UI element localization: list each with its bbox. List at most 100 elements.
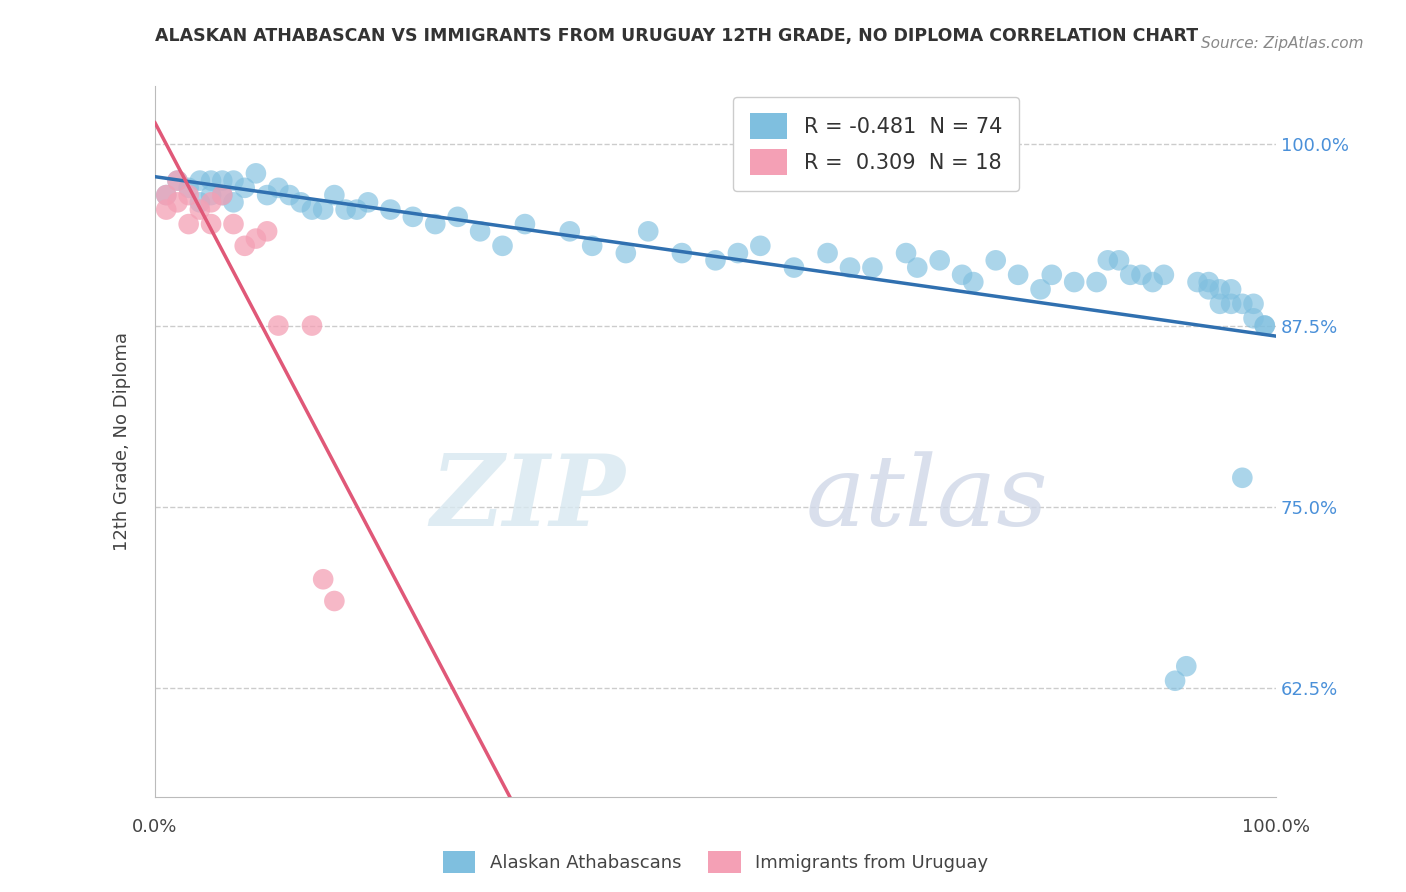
Point [558,224,581,238]
Point [278,188,301,202]
Point [200,188,222,202]
Point [817,246,839,260]
Point [1243,311,1265,326]
Point [290,195,312,210]
Point [323,188,346,202]
Point [727,246,749,260]
Point [1232,471,1254,485]
Point [1164,673,1187,688]
Point [222,217,245,231]
Text: atlas: atlas [806,450,1047,546]
Point [200,195,222,210]
Point [1063,275,1085,289]
Point [962,275,984,289]
Point [671,246,693,260]
Point [312,572,335,586]
Point [425,217,447,231]
Point [839,260,862,275]
Point [447,210,470,224]
Text: 0.0%: 0.0% [132,818,177,837]
Point [188,195,211,210]
Point [984,253,1007,268]
Point [491,239,513,253]
Point [155,188,177,202]
Point [1119,268,1142,282]
Point [513,217,536,231]
Point [166,173,188,187]
Point [950,268,973,282]
Point [1153,268,1175,282]
Point [1254,318,1277,333]
Point [402,210,425,224]
Text: 100.0%: 100.0% [1241,818,1310,837]
Y-axis label: 12th Grade, No Diploma: 12th Grade, No Diploma [114,332,131,551]
Point [614,246,637,260]
Point [468,224,491,238]
Point [323,594,346,608]
Point [188,202,211,217]
Point [637,224,659,238]
Point [1220,282,1243,296]
Point [301,318,323,333]
Point [346,202,368,217]
Point [1097,253,1119,268]
Point [1175,659,1198,673]
Point [1007,268,1029,282]
Text: Source: ZipAtlas.com: Source: ZipAtlas.com [1201,36,1364,51]
Point [783,260,806,275]
Point [905,260,928,275]
Point [312,202,335,217]
Text: ALASKAN ATHABASCAN VS IMMIGRANTS FROM URUGUAY 12TH GRADE, NO DIPLOMA CORRELATION: ALASKAN ATHABASCAN VS IMMIGRANTS FROM UR… [155,27,1198,45]
Point [1209,282,1232,296]
Point [200,173,222,187]
Point [177,188,200,202]
Point [862,260,884,275]
Point [1142,275,1164,289]
Point [177,217,200,231]
Point [256,224,278,238]
Point [211,173,233,187]
Point [1209,297,1232,311]
Point [166,173,188,187]
Point [1029,282,1052,296]
Point [704,253,727,268]
Point [233,181,256,195]
Point [380,202,402,217]
Point [1198,282,1220,296]
Point [211,188,233,202]
Point [928,253,950,268]
Point [1085,275,1108,289]
Point [581,239,603,253]
Point [256,188,278,202]
Point [200,217,222,231]
Point [1130,268,1153,282]
Point [166,195,188,210]
Point [267,318,290,333]
Point [1232,297,1254,311]
Point [177,181,200,195]
Point [233,239,256,253]
Point [245,231,267,245]
Point [1108,253,1130,268]
Point [1220,297,1243,311]
Point [267,181,290,195]
Point [357,195,380,210]
Point [749,239,772,253]
Point [1040,268,1063,282]
Point [188,173,211,187]
Text: ZIP: ZIP [430,450,626,547]
Point [211,188,233,202]
Point [1243,297,1265,311]
Point [222,173,245,187]
Legend: Alaskan Athabascans, Immigrants from Uruguay: Alaskan Athabascans, Immigrants from Uru… [436,844,995,880]
Point [1254,318,1277,333]
Point [222,195,245,210]
Point [335,202,357,217]
Point [301,202,323,217]
Point [1198,275,1220,289]
Point [245,166,267,180]
Point [155,202,177,217]
Point [1187,275,1209,289]
Point [894,246,917,260]
Point [155,188,177,202]
